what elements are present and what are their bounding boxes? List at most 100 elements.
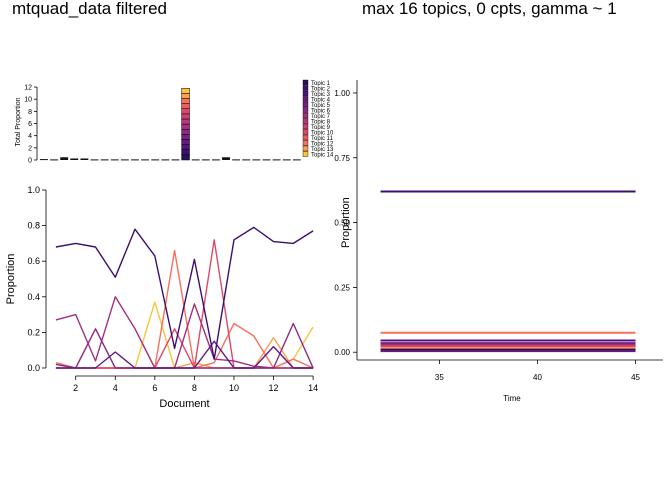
bar — [252, 159, 261, 161]
legend-label: Topic 1 — [311, 81, 331, 87]
bar — [141, 159, 150, 161]
stacked-bar-segment — [181, 118, 190, 125]
doc-y-tick-label: 1.0 — [27, 185, 40, 195]
stacked-bar-segment — [181, 129, 190, 135]
time-y-tick-label: 0.50 — [334, 219, 350, 228]
legend-swatch — [302, 85, 309, 91]
bar-y-tick-label: 2 — [28, 145, 32, 152]
stacked-bar-segment — [181, 154, 190, 161]
time-x-tick-label: 35 — [435, 373, 444, 382]
doc-y-tick-label: 0.0 — [27, 363, 40, 373]
bar — [161, 159, 170, 161]
bar — [80, 158, 89, 160]
bar — [90, 159, 99, 161]
legend-swatch — [302, 107, 309, 113]
time-series-group — [380, 190, 636, 353]
time-y-tick-label: 0.75 — [334, 154, 350, 163]
legend-label: Topic 7 — [311, 114, 331, 120]
doc-y-tick-label: 0.6 — [27, 256, 40, 266]
legend-label: Topic 2 — [311, 87, 331, 93]
chart-title-left: mtquad_data filtered — [12, 0, 167, 18]
bar — [151, 159, 160, 161]
bar — [100, 159, 109, 161]
time-y-tick-label: 1.00 — [334, 89, 350, 98]
legend-swatch — [302, 151, 309, 157]
stacked-bar-segment — [181, 108, 190, 115]
time-x-tick-label: 45 — [631, 373, 640, 382]
stacked-bar-segment — [181, 93, 190, 99]
legend-swatch — [302, 140, 309, 146]
legend-label: Topic 4 — [311, 98, 331, 104]
doc-series-line — [55, 340, 314, 369]
stacked-bar-segment — [181, 134, 190, 140]
stacked-bar-segment — [181, 123, 190, 130]
legend-label: Topic 14 — [311, 153, 334, 159]
bar-y-tick-label: 6 — [28, 121, 32, 128]
stacked-bar-segment — [181, 98, 190, 104]
bar — [191, 159, 200, 161]
legend-swatch — [302, 101, 309, 108]
doc-series-line — [55, 322, 314, 369]
doc-series-line — [55, 226, 314, 360]
legend-label: Topic 10 — [311, 131, 334, 137]
legend-label: Topic 6 — [311, 109, 331, 115]
bar-y-tick-label: 10 — [24, 97, 32, 104]
legend-label: Topic 12 — [311, 142, 334, 148]
doc-y-tick-label: 0.2 — [27, 327, 40, 337]
doc-x-tick-label: 4 — [113, 383, 118, 393]
bar-y-tick-label: 4 — [28, 133, 32, 140]
legend-swatch — [302, 129, 309, 135]
doc-series-line — [55, 249, 314, 369]
legend-swatch — [302, 112, 309, 119]
legend-swatch — [302, 96, 309, 102]
stacked-bar-segment — [181, 144, 190, 151]
bar — [272, 159, 281, 161]
bar-y-axis-label: Total Proportion — [15, 97, 22, 146]
stacked-bar-segment — [181, 139, 190, 145]
stacked-bar-segment — [181, 149, 190, 156]
bar-y-tick-label: 12 — [24, 85, 32, 92]
legend-label: Topic 9 — [311, 125, 331, 131]
bar — [262, 159, 271, 161]
stacked-bar-segment — [181, 88, 190, 94]
bar — [292, 159, 301, 161]
time-x-axis-label: Time — [503, 394, 521, 403]
legend-swatch — [302, 134, 309, 141]
bar — [70, 158, 79, 160]
bar — [40, 159, 48, 161]
doc-y-tick-label: 0.4 — [27, 292, 40, 302]
bar — [242, 159, 251, 161]
bar — [211, 159, 220, 161]
bar — [171, 159, 180, 161]
bar — [282, 159, 291, 161]
doc-x-tick-label: 8 — [192, 383, 197, 393]
time-x-tick-label: 40 — [533, 373, 542, 382]
doc-x-tick-label: 6 — [152, 383, 157, 393]
legend-label: Topic 8 — [311, 120, 331, 126]
doc-x-axis-label: Document — [159, 398, 209, 410]
time-y-axis-label: Proportion — [340, 197, 352, 248]
bar — [232, 159, 241, 161]
bar — [131, 159, 139, 161]
legend-label: Topic 13 — [311, 147, 334, 153]
doc-y-axis-label: Proportion — [5, 254, 17, 305]
doc-x-tick-label: 12 — [269, 383, 279, 393]
doc-series-group — [55, 226, 314, 369]
legend-swatch — [302, 145, 309, 152]
legend-swatch — [302, 118, 309, 124]
bar — [50, 159, 59, 161]
legend-label: Topic 3 — [311, 92, 331, 98]
legend-label: Topic 11 — [311, 136, 334, 142]
stacked-bar-segment — [181, 113, 190, 120]
doc-y-tick-label: 0.8 — [27, 221, 40, 231]
legend-swatch — [302, 123, 309, 130]
doc-x-tick-label: 14 — [308, 383, 318, 393]
bar — [110, 159, 119, 161]
bar-y-tick-label: 0 — [28, 158, 32, 165]
legend-swatch — [302, 90, 309, 97]
bar — [201, 159, 210, 161]
chart-title-right: max 16 topics, 0 cpts, gamma ~ 1 — [362, 0, 617, 18]
doc-x-tick-label: 10 — [229, 383, 239, 393]
legend-swatch — [302, 79, 309, 86]
